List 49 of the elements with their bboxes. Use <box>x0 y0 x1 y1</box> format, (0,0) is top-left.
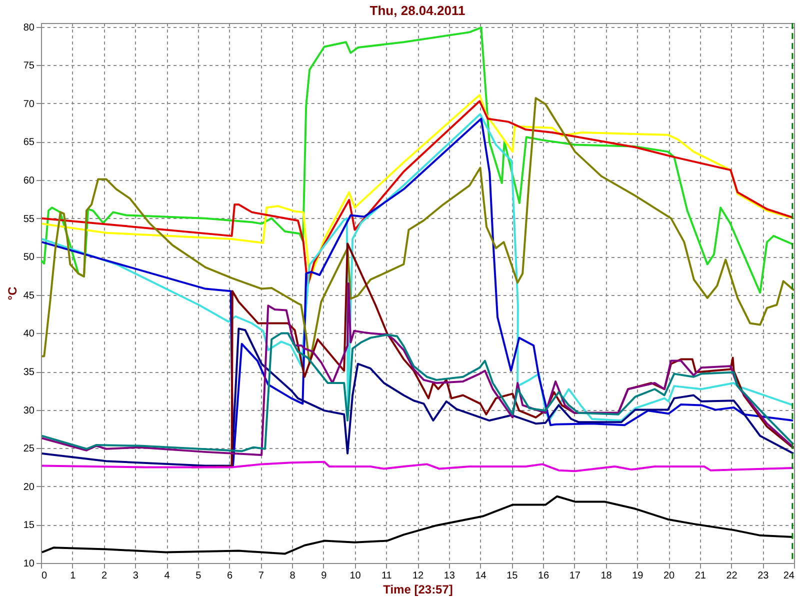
x-tick-label: 7 <box>258 570 264 582</box>
chart-title: Thu, 28.04.2011 <box>370 2 466 18</box>
x-tick-label: 10 <box>350 570 362 582</box>
x-tick-label: 17 <box>569 570 581 582</box>
x-tick-label: 11 <box>381 570 392 582</box>
x-tick-label: 21 <box>694 570 706 582</box>
y-tick-label: 40 <box>23 328 35 340</box>
x-tick-label: 9 <box>321 570 328 582</box>
line-series <box>41 26 794 294</box>
y-tick-label: 65 <box>23 137 35 148</box>
x-tick-label: 4 <box>164 570 170 582</box>
x-tick-label: 18 <box>600 570 612 582</box>
x-tick-label: 22 <box>726 570 738 582</box>
y-tick-label: 10 <box>23 558 35 570</box>
y-tick-label: 35 <box>23 367 35 378</box>
x-tick-label: 2 <box>101 570 108 582</box>
y-tick-label: 50 <box>23 252 35 264</box>
x-tick-label: 15 <box>506 570 518 582</box>
y-tick-label: 75 <box>23 60 35 72</box>
x-tick-label: 20 <box>663 570 675 582</box>
y-tick-label: 80 <box>23 22 35 34</box>
line-series <box>41 97 794 365</box>
y-tick-label: 20 <box>23 482 35 493</box>
x-tick-label: 24 <box>783 570 795 582</box>
x-tick-label: 13 <box>444 570 456 582</box>
x-tick-label: 19 <box>632 570 644 582</box>
x-axis-title: Time [23:57] <box>383 582 453 596</box>
x-tick-label: 0 <box>42 570 48 582</box>
x-tick-label: 8 <box>290 570 296 582</box>
x-tick-label: 14 <box>475 570 487 582</box>
line-series <box>190 242 794 468</box>
y-tick-label: 45 <box>23 290 35 302</box>
y-axis-title: °C <box>5 286 20 300</box>
x-tick-label: 12 <box>412 570 424 582</box>
y-tick-label: 55 <box>23 214 35 225</box>
line-series <box>41 282 794 456</box>
y-tick-label: 70 <box>23 98 35 110</box>
y-tick-label: 30 <box>23 405 35 416</box>
x-tick-label: 1 <box>70 570 76 582</box>
x-tick-label: 23 <box>758 570 770 582</box>
y-tick-label: 25 <box>23 444 35 455</box>
y-tick-label: 15 <box>23 520 35 532</box>
line-series <box>41 460 794 472</box>
x-tick-label: 3 <box>132 570 139 582</box>
x-tick-label: 16 <box>538 570 550 582</box>
y-tick-label: 60 <box>23 176 35 187</box>
line-series <box>41 495 794 555</box>
x-tick-label: 6 <box>226 570 233 582</box>
x-tick-label: 5 <box>196 570 202 582</box>
